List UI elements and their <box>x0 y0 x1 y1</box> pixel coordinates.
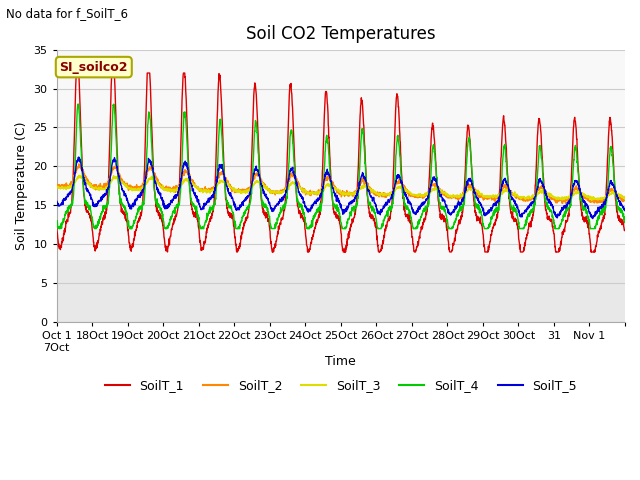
X-axis label: Time: Time <box>326 355 356 368</box>
Title: Soil CO2 Temperatures: Soil CO2 Temperatures <box>246 24 436 43</box>
Text: SI_soilco2: SI_soilco2 <box>60 60 128 73</box>
Text: No data for f_SoilT_6: No data for f_SoilT_6 <box>6 7 129 20</box>
Y-axis label: Soil Temperature (C): Soil Temperature (C) <box>15 121 28 250</box>
Legend: SoilT_1, SoilT_2, SoilT_3, SoilT_4, SoilT_5: SoilT_1, SoilT_2, SoilT_3, SoilT_4, Soil… <box>100 374 582 397</box>
Bar <box>57 50 625 260</box>
